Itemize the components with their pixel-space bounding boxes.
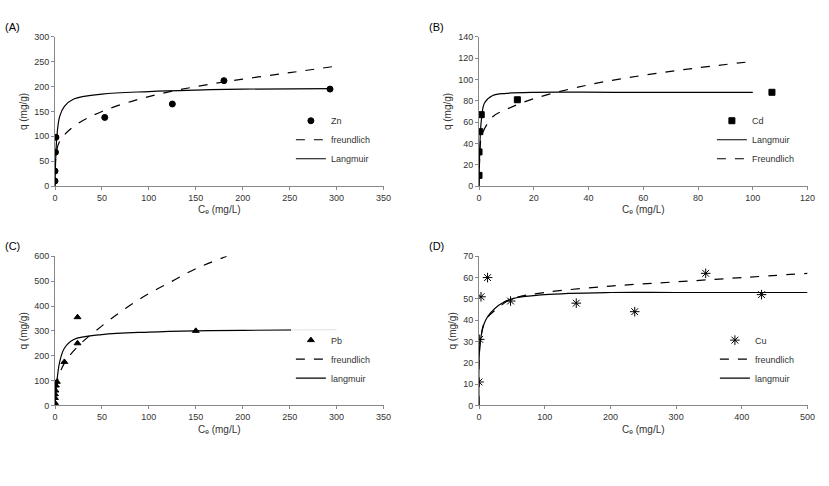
- svg-text:40: 40: [463, 139, 473, 149]
- svg-text:0: 0: [477, 412, 482, 422]
- svg-text:0: 0: [44, 181, 49, 191]
- svg-text:40: 40: [584, 193, 594, 203]
- svg-text:(A): (A): [5, 21, 20, 33]
- svg-text:300: 300: [329, 193, 344, 203]
- svg-text:0: 0: [52, 412, 57, 422]
- svg-text:0: 0: [52, 193, 57, 203]
- svg-text:500: 500: [800, 412, 815, 422]
- svg-text:langmuir: langmuir: [755, 374, 790, 384]
- svg-text:80: 80: [463, 96, 473, 106]
- svg-text:350: 350: [376, 412, 391, 422]
- svg-text:250: 250: [282, 412, 297, 422]
- svg-text:Cₑ (mg/L): Cₑ (mg/L): [198, 424, 241, 435]
- svg-text:140: 140: [458, 32, 473, 42]
- svg-text:langmuir: langmuir: [331, 374, 366, 384]
- svg-text:500: 500: [34, 276, 49, 286]
- svg-text:(D): (D): [429, 240, 444, 252]
- svg-text:50: 50: [97, 193, 107, 203]
- svg-text:Zn: Zn: [331, 116, 342, 126]
- svg-text:(B): (B): [429, 21, 444, 33]
- svg-text:400: 400: [734, 412, 749, 422]
- svg-text:q (mg/g): q (mg/g): [18, 93, 29, 130]
- svg-text:30: 30: [463, 337, 473, 347]
- svg-text:100: 100: [34, 376, 49, 386]
- svg-text:200: 200: [235, 412, 250, 422]
- svg-text:freundlich: freundlich: [331, 135, 370, 145]
- svg-text:400: 400: [34, 301, 49, 311]
- svg-text:350: 350: [376, 193, 391, 203]
- svg-text:(C): (C): [5, 240, 20, 252]
- svg-text:Cₑ (mg/L): Cₑ (mg/L): [622, 204, 665, 215]
- svg-text:250: 250: [282, 193, 297, 203]
- svg-text:20: 20: [529, 193, 539, 203]
- svg-text:70: 70: [463, 251, 473, 261]
- svg-text:Cu: Cu: [755, 336, 767, 346]
- svg-text:0: 0: [44, 401, 49, 411]
- svg-text:200: 200: [34, 351, 49, 361]
- svg-text:freundlich: freundlich: [331, 355, 370, 365]
- svg-text:Langmuir: Langmuir: [752, 135, 790, 145]
- svg-text:100: 100: [34, 131, 49, 141]
- svg-text:10: 10: [463, 379, 473, 389]
- svg-text:600: 600: [34, 251, 49, 261]
- svg-text:300: 300: [669, 412, 684, 422]
- svg-text:Cd: Cd: [752, 116, 764, 126]
- svg-text:200: 200: [34, 82, 49, 92]
- svg-text:80: 80: [693, 193, 703, 203]
- svg-text:60: 60: [463, 117, 473, 127]
- svg-text:Cₑ (mg/L): Cₑ (mg/L): [622, 424, 665, 435]
- svg-text:150: 150: [188, 412, 203, 422]
- svg-text:50: 50: [463, 294, 473, 304]
- svg-text:120: 120: [458, 53, 473, 63]
- svg-text:20: 20: [463, 160, 473, 170]
- svg-text:300: 300: [34, 32, 49, 42]
- svg-text:q (mg/g): q (mg/g): [18, 312, 29, 349]
- svg-text:20: 20: [463, 358, 473, 368]
- svg-text:150: 150: [34, 107, 49, 117]
- svg-text:freundlich: freundlich: [755, 355, 794, 365]
- svg-text:q (mg/g): q (mg/g): [442, 93, 453, 130]
- svg-text:50: 50: [39, 156, 49, 166]
- svg-text:120: 120: [800, 193, 815, 203]
- svg-text:Freundlich: Freundlich: [752, 154, 794, 164]
- svg-text:0: 0: [468, 181, 473, 191]
- svg-text:q (mg/g): q (mg/g): [447, 312, 458, 349]
- svg-text:50: 50: [97, 412, 107, 422]
- svg-text:0: 0: [477, 193, 482, 203]
- svg-text:100: 100: [458, 75, 473, 85]
- svg-text:40: 40: [463, 315, 473, 325]
- svg-text:300: 300: [34, 326, 49, 336]
- svg-text:Langmuir: Langmuir: [331, 154, 369, 164]
- svg-text:60: 60: [463, 273, 473, 283]
- svg-text:100: 100: [537, 412, 552, 422]
- svg-text:250: 250: [34, 57, 49, 67]
- svg-text:Pb: Pb: [331, 336, 342, 346]
- svg-text:100: 100: [141, 193, 156, 203]
- svg-text:0: 0: [468, 401, 473, 411]
- svg-text:150: 150: [188, 193, 203, 203]
- svg-text:200: 200: [603, 412, 618, 422]
- svg-text:Cₑ (mg/L): Cₑ (mg/L): [198, 204, 241, 215]
- svg-text:100: 100: [745, 193, 760, 203]
- svg-text:100: 100: [141, 412, 156, 422]
- svg-text:60: 60: [638, 193, 648, 203]
- svg-text:200: 200: [235, 193, 250, 203]
- svg-text:300: 300: [329, 412, 344, 422]
